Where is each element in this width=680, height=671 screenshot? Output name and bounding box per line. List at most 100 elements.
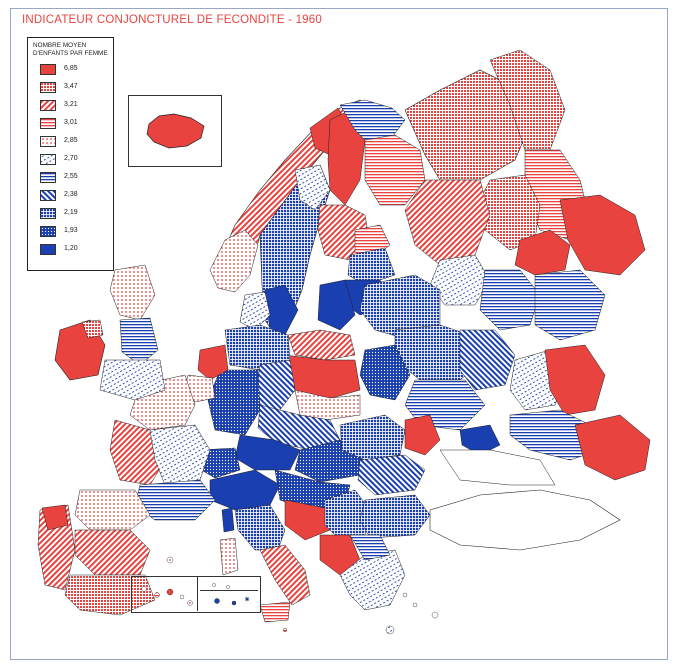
island-aegean-2 <box>412 602 418 608</box>
legend-item: 2,55 <box>40 172 110 184</box>
island-canary-4 <box>179 594 185 600</box>
region-italy-south <box>259 544 311 606</box>
region-asia-minor <box>429 489 621 551</box>
legend-swatch-dense-red <box>40 82 56 93</box>
island-canary-2 <box>154 592 160 598</box>
legend-item: 6,85 <box>40 64 110 76</box>
region-corsica <box>221 507 235 533</box>
island-crete <box>385 625 395 635</box>
region-england-north <box>119 317 159 366</box>
legend-item: 2,70 <box>40 154 110 166</box>
legend-heading: NOMBRE MOYEN D'ENFANTS PAR FEMME <box>33 42 108 58</box>
region-sicily <box>259 601 291 623</box>
region-germany-east <box>254 359 296 411</box>
region-transcaucasia <box>574 414 651 481</box>
legend-label: 1,20 <box>64 245 78 252</box>
island-canary-east-1 <box>214 598 220 604</box>
legend-heading-line2: D'ENFANTS PAR FEMME <box>33 50 108 57</box>
region-kola <box>339 99 406 146</box>
region-finland-mid <box>294 164 331 211</box>
region-scotland <box>109 264 156 321</box>
legend: NOMBRE MOYEN D'ENFANTS PAR FEMME 6,85 3,… <box>27 37 114 271</box>
legend-item: 2,19 <box>40 208 110 220</box>
region-england-south <box>99 359 166 401</box>
iceland-map <box>146 113 205 149</box>
region-norway-south <box>209 229 259 293</box>
atlantic-islands-inset <box>131 576 261 613</box>
legend-swatch-solid-blue <box>40 244 56 255</box>
map-title: INDICATEUR CONJONCTUREL DE FECONDITE - 1… <box>22 14 322 26</box>
legend-label: 2,55 <box>64 173 78 180</box>
legend-label: 3,01 <box>64 119 78 126</box>
region-karelia <box>364 134 426 206</box>
region-romania-south <box>357 454 426 496</box>
island-cyprus <box>431 611 439 619</box>
region-bulgaria <box>359 494 431 539</box>
region-ukraine-east <box>459 329 516 391</box>
atlantic-islands-map <box>141 583 250 606</box>
island-madeira-2 <box>226 585 230 589</box>
legend-label: 2,38 <box>64 191 78 198</box>
region-central-russia <box>404 179 491 266</box>
island-canary-5 <box>187 600 193 606</box>
region-germany-south <box>207 369 261 436</box>
legend-item: 2,38 <box>40 190 110 202</box>
legend-swatch-diag-red <box>40 100 56 111</box>
region-portugal-north <box>41 504 69 531</box>
legend-swatch-dot-blue <box>40 226 56 237</box>
legend-swatch-solid-red <box>40 64 56 75</box>
legend-item: 3,01 <box>40 118 110 130</box>
region-sardinia <box>219 537 239 576</box>
region-ukraine-west <box>359 344 411 401</box>
legend-item: 2,85 <box>40 136 110 148</box>
island-canary-1 <box>141 586 147 592</box>
legend-item: 3,47 <box>40 82 110 94</box>
inset-divider <box>197 577 198 611</box>
region-poland-north <box>287 329 356 361</box>
legend-heading-line1: NOMBRE MOYEN <box>33 42 87 49</box>
legend-label: 2,70 <box>64 155 78 162</box>
island-canary-3 <box>166 588 174 596</box>
island-malta <box>283 628 288 633</box>
legend-swatch-dot-red <box>40 136 56 147</box>
region-south-volga <box>479 269 541 331</box>
island-canary-east-3 <box>244 596 250 602</box>
legend-label: 2,85 <box>64 137 78 144</box>
region-spain-south <box>64 574 156 616</box>
region-orenburg <box>534 269 606 341</box>
region-bosnia <box>284 499 331 541</box>
region-france-central <box>149 424 211 486</box>
legend-label: 1,93 <box>64 227 78 234</box>
iceland-inset <box>128 95 222 167</box>
legend-item: 1,93 <box>40 226 110 238</box>
region-spain-central <box>74 529 151 576</box>
region-sweden-south <box>264 284 299 336</box>
europe-fertility-map <box>37 49 651 635</box>
island-balearic <box>166 556 174 564</box>
legend-swatch-hstripe-blue <box>40 172 56 183</box>
region-iceland <box>146 113 205 149</box>
legend-swatch-hstripe-red <box>40 118 56 129</box>
region-denmark <box>239 291 271 331</box>
legend-label: 2,19 <box>64 209 78 216</box>
region-black-sea <box>439 449 556 486</box>
region-baltic-lowlands <box>317 279 356 331</box>
region-romania-north <box>339 414 406 461</box>
region-komi <box>489 49 566 151</box>
region-moldova <box>404 414 441 456</box>
region-northern-ireland <box>81 319 104 339</box>
region-kalmykia <box>544 344 606 416</box>
island-madeira-1 <box>212 583 216 587</box>
region-bashkiria <box>559 194 646 276</box>
region-netherlands <box>197 344 229 381</box>
region-italy-central <box>234 504 286 551</box>
region-spain-north <box>74 489 151 531</box>
legend-swatch-dense-blue <box>40 208 56 219</box>
legend-item: 3,21 <box>40 100 110 112</box>
legend-label: 3,47 <box>64 83 78 90</box>
region-macedonia <box>349 534 391 561</box>
legend-label: 6,85 <box>64 65 78 72</box>
legend-swatch-diag-blue <box>40 190 56 201</box>
legend-item: 1,20 <box>40 244 110 256</box>
map-frame <box>10 8 668 660</box>
